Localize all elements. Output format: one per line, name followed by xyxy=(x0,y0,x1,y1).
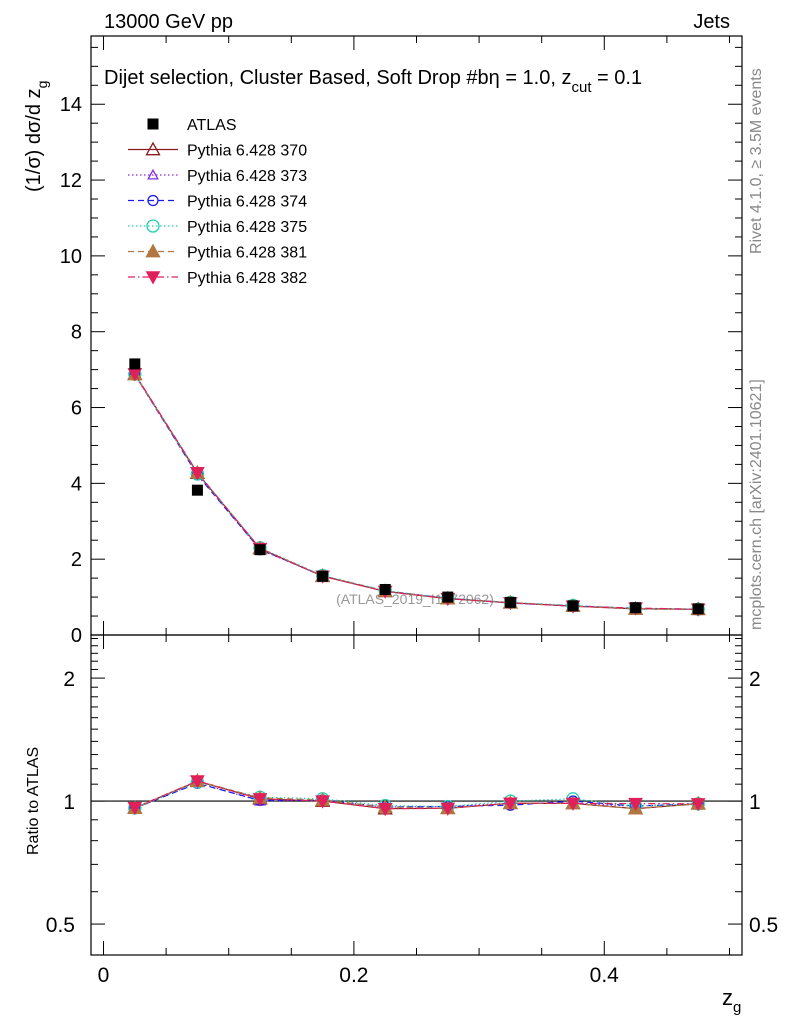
atlas-data-point xyxy=(254,544,266,556)
ratio-point-5 xyxy=(565,797,581,811)
ratio-line-3 xyxy=(134,781,699,809)
rivet-label: Rivet 4.1.0, ≥ 3.5M events xyxy=(748,68,765,254)
atlas-data-point xyxy=(379,584,391,596)
legend-marker-0 xyxy=(145,141,161,156)
ratio-series-group xyxy=(127,773,706,817)
x-tick-label: 0 xyxy=(98,964,110,987)
atlas-data-point xyxy=(692,603,704,615)
main-x-ticks xyxy=(103,36,730,635)
series-line-4 xyxy=(134,374,699,610)
ratio-point-5 xyxy=(690,798,706,812)
atlas-data-point xyxy=(191,484,203,496)
main-y-tick-label: 10 xyxy=(60,246,82,268)
chart-title-main: Dijet selection, Cluster Based, Soft Dro… xyxy=(104,67,489,89)
atlas-data-point xyxy=(630,602,642,614)
ratio-point-5 xyxy=(628,797,643,812)
legend-label-1: Pythia 6.428 373 xyxy=(187,168,307,185)
energy-label: 13000 GeV pp xyxy=(104,11,233,33)
series-line-2 xyxy=(134,374,699,610)
legend-marker-3 xyxy=(146,219,160,233)
atlas-data-point xyxy=(442,591,454,603)
legend-label-atlas: ATLAS xyxy=(187,117,237,134)
main-series-group xyxy=(127,366,706,617)
ratio-point-5 xyxy=(252,793,268,807)
ratio-point-5 xyxy=(127,801,143,816)
main-y-tick-label: 14 xyxy=(60,94,82,116)
chart-title-sub: cut xyxy=(571,79,592,96)
ratio-y-label: Ratio to ATLAS xyxy=(25,747,42,855)
mcplots-label: mcplots.cern.ch [arXiv:2401.10621] xyxy=(748,379,765,630)
analysis-watermark: (ATLAS_2019_I1772062) xyxy=(336,591,494,607)
ratio-y-tick-label-right: 1 xyxy=(749,791,761,814)
x-axis-label: zg xyxy=(722,985,741,1016)
legend-marker-1 xyxy=(147,168,159,180)
ratio-y-tick-label: 2 xyxy=(63,668,75,691)
atlas-data-group xyxy=(129,358,704,615)
main-y-label: (1/σ) dσ/d zg xyxy=(23,81,50,192)
ratio-point-5 xyxy=(190,775,205,789)
atlas-data-point xyxy=(504,596,516,608)
legend: ATLAS Pythia 6.428 370 Pythia 6.428 373 Pyt… xyxy=(128,117,307,287)
series-line-5 xyxy=(134,373,699,610)
ratio-line-4 xyxy=(134,780,699,810)
legend-marker-2 xyxy=(147,194,159,207)
main-y-axis: 0 2 4 6 8 10 12 14 xyxy=(60,46,742,647)
main-y-label-sub: g xyxy=(34,81,50,89)
atlas-data-point xyxy=(317,570,329,582)
category-label: Jets xyxy=(693,11,730,33)
atlas-data-point xyxy=(129,358,141,370)
ratio-point-5 xyxy=(315,795,330,809)
ratio-y-tick-label: 1 xyxy=(63,791,75,814)
main-y-tick-label: 6 xyxy=(71,398,82,420)
ratio-point-5 xyxy=(503,797,518,811)
legend-marker-5 xyxy=(145,271,161,285)
ratio-plot-frame xyxy=(90,634,743,956)
main-y-tick-label: 8 xyxy=(71,322,82,344)
legend-label-4: Pythia 6.428 381 xyxy=(187,245,307,262)
ratio-line-0 xyxy=(134,780,699,810)
series-line-3 xyxy=(134,373,699,610)
ratio-y-axis: 0.5 0.5 1 1 2 2 xyxy=(46,638,778,937)
x-axis-label-sub: g xyxy=(733,999,741,1016)
ratio-point-5 xyxy=(440,802,456,816)
ratio-y-tick-label-right: 0.5 xyxy=(749,914,778,937)
legend-marker-atlas xyxy=(147,118,159,130)
chart-title-tail: = 0.1 xyxy=(592,67,643,89)
main-y-tick-label: 2 xyxy=(71,549,82,571)
main-y-tick-label: 4 xyxy=(71,473,82,495)
legend-label-3: Pythia 6.428 375 xyxy=(187,219,307,236)
x-tick-label: 0.2 xyxy=(339,964,368,987)
legend-label-2: Pythia 6.428 374 xyxy=(187,194,307,211)
series-line-1 xyxy=(134,374,699,610)
ratio-point-5 xyxy=(377,802,393,817)
atlas-data-point xyxy=(567,600,579,612)
ratio-line-1 xyxy=(134,781,699,810)
main-y-tick-label: 12 xyxy=(60,170,82,192)
series-point-5 xyxy=(190,467,205,481)
ratio-line-5 xyxy=(134,780,699,810)
ratio-y-tick-label-right: 2 xyxy=(749,668,761,691)
legend-label-0: Pythia 6.428 370 xyxy=(187,143,307,160)
chart-title: Dijet selection, Cluster Based, Soft Dro… xyxy=(104,67,642,96)
main-y-tick-label: 0 xyxy=(71,625,82,647)
ratio-x-axis: 0 0.2 0.4 xyxy=(98,635,730,987)
legend-label-5: Pythia 6.428 382 xyxy=(187,270,307,287)
x-tick-label: 0.4 xyxy=(590,964,620,987)
series-line-0 xyxy=(134,373,699,610)
main-y-label-text: (1/σ) dσ/d z xyxy=(23,88,45,192)
x-axis-label-text: z xyxy=(722,985,733,1010)
chart-title-eta: η = 1.0, z xyxy=(489,67,572,89)
legend-marker-4 xyxy=(145,243,161,258)
ratio-y-tick-label: 0.5 xyxy=(46,914,75,937)
